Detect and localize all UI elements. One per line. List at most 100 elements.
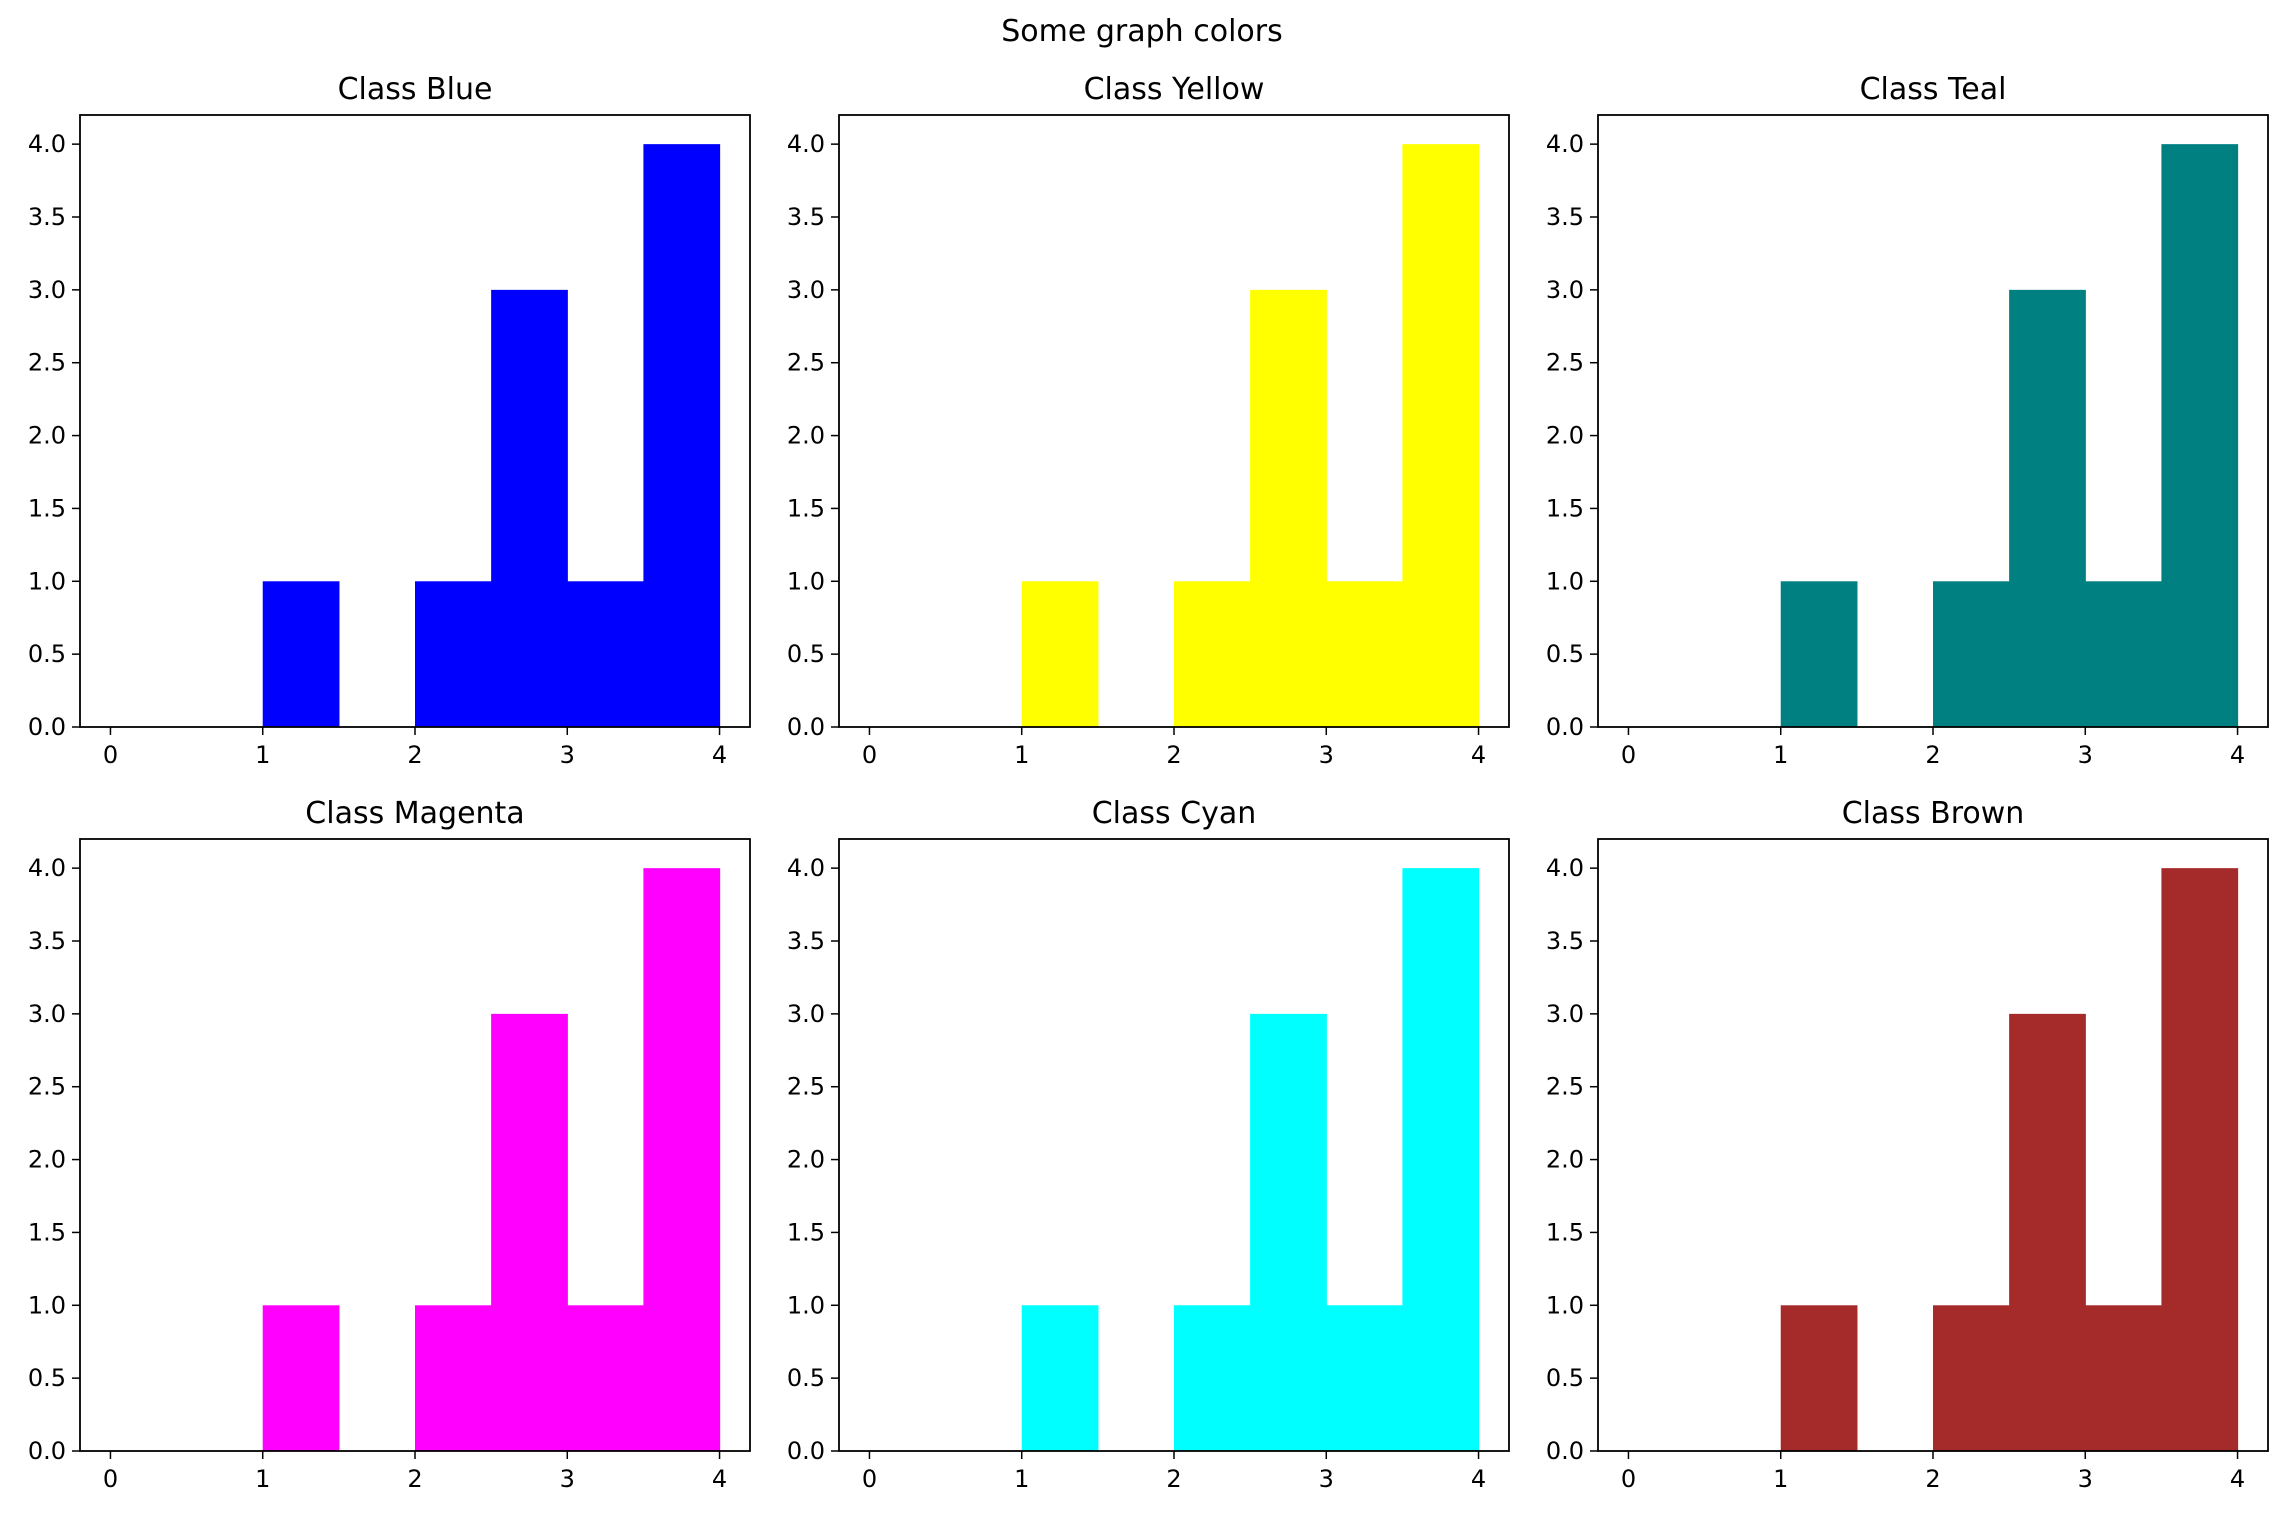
- histogram-bar: [1326, 1305, 1404, 1451]
- y-tick-label: 1.0: [787, 567, 825, 595]
- y-tick-label: 1.5: [787, 1218, 825, 1246]
- x-tick-label: 1: [255, 741, 270, 769]
- subplot-1: Class Yellow 0 1 2 3 4 0.0 0.5 1.0 1.5 2.0 2.5 3.0 3.…: [787, 72, 1510, 769]
- y-tick-label: 4.0: [1546, 854, 1584, 882]
- y-tick-label: 1.0: [787, 1291, 825, 1319]
- x-tick-label: 1: [1773, 1465, 1788, 1493]
- y-tick-label: 2.5: [28, 1073, 66, 1101]
- y-tick-label: 0.0: [28, 1437, 66, 1465]
- y-tick-label: 0.0: [28, 713, 66, 741]
- x-tick-label: 0: [862, 1465, 877, 1493]
- histogram-bar: [1780, 581, 1858, 727]
- y-tick-label: 3.0: [28, 276, 66, 304]
- histogram-bar: [2161, 144, 2239, 728]
- y-tick-label: 4.0: [1546, 130, 1584, 158]
- x-tick-label: 2: [407, 741, 422, 769]
- x-tick-label: 4: [712, 741, 727, 769]
- histogram-bar: [1250, 289, 1327, 727]
- x-tick-label: 0: [103, 741, 118, 769]
- y-tick-label: 4.0: [787, 854, 825, 882]
- histogram-bar: [491, 1013, 568, 1451]
- y-tick-label: 0.5: [1546, 1364, 1584, 1392]
- y-tick-label: 3.5: [28, 927, 66, 955]
- y-tick-label: 0.0: [1546, 713, 1584, 741]
- subplot-0: Class Blue 0 1 2 3 4 0.0 0.5 1.0 1.5 2.0 2.5 3.0 3.5 4…: [28, 72, 751, 769]
- x-tick-label: 1: [1014, 1465, 1029, 1493]
- y-tick-label: 2.0: [1546, 1146, 1584, 1174]
- histogram-bar: [415, 581, 492, 727]
- histogram-bar: [643, 868, 721, 1451]
- y-tick-label: 0.5: [787, 640, 825, 668]
- y-tick-label: 3.5: [1546, 203, 1584, 231]
- x-tick-label: 0: [862, 741, 877, 769]
- histogram-bar: [491, 289, 568, 727]
- x-tick-label: 3: [1319, 741, 1334, 769]
- y-tick-label: 3.0: [1546, 1000, 1584, 1028]
- y-tick-label: 1.0: [1546, 567, 1584, 595]
- histogram-bar: [2161, 868, 2239, 1451]
- x-tick-label: 2: [1166, 741, 1181, 769]
- subplot-title: Class Cyan: [1092, 796, 1257, 831]
- y-tick-label: 2.0: [787, 1146, 825, 1174]
- x-tick-label: 1: [255, 1465, 270, 1493]
- y-tick-label: 3.0: [1546, 276, 1584, 304]
- x-tick-label: 0: [1621, 741, 1636, 769]
- x-tick-label: 3: [2078, 1465, 2093, 1493]
- y-tick-label: 1.0: [1546, 1291, 1584, 1319]
- histogram-bar: [2009, 289, 2086, 727]
- y-tick-label: 3.5: [787, 203, 825, 231]
- histogram-bar: [1174, 581, 1251, 727]
- y-tick-label: 4.0: [28, 854, 66, 882]
- y-tick-label: 1.0: [28, 567, 66, 595]
- histogram-bar: [1933, 1305, 2010, 1451]
- x-tick-label: 0: [1621, 1465, 1636, 1493]
- histogram-bar: [1021, 581, 1099, 727]
- y-tick-label: 2.5: [28, 349, 66, 377]
- x-tick-label: 3: [560, 1465, 575, 1493]
- histogram-bar: [415, 1305, 492, 1451]
- histogram-bar: [2085, 1305, 2163, 1451]
- histogram-bar: [1402, 868, 1480, 1451]
- y-tick-label: 3.0: [787, 276, 825, 304]
- x-tick-label: 2: [1925, 741, 1940, 769]
- x-tick-label: 4: [1471, 741, 1486, 769]
- y-tick-label: 2.0: [1546, 422, 1584, 450]
- y-tick-label: 3.5: [28, 203, 66, 231]
- x-tick-label: 1: [1014, 741, 1029, 769]
- x-tick-label: 2: [1166, 1465, 1181, 1493]
- x-tick-label: 3: [560, 741, 575, 769]
- y-tick-label: 0.5: [28, 1364, 66, 1392]
- y-tick-label: 0.5: [28, 640, 66, 668]
- histogram-bar: [2085, 581, 2163, 727]
- subplot-title: Class Yellow: [1084, 72, 1265, 107]
- subplot-5: Class Brown 0 1 2 3 4 0.0 0.5 1.0 1.5 2.0 2.5 3.0 3.5…: [1546, 796, 2269, 1493]
- subplot-4: Class Cyan 0 1 2 3 4 0.0 0.5 1.0 1.5 2.0 2.5 3.0 3.5 4…: [787, 796, 1510, 1493]
- histogram-bar: [262, 581, 340, 727]
- y-tick-label: 2.0: [28, 1146, 66, 1174]
- y-tick-label: 0.0: [1546, 1437, 1584, 1465]
- y-tick-label: 3.5: [1546, 927, 1584, 955]
- y-tick-label: 1.0: [28, 1291, 66, 1319]
- y-tick-label: 0.0: [787, 1437, 825, 1465]
- subplot-title: Class Blue: [338, 72, 493, 107]
- figure-title: Some graph colors: [1001, 14, 1282, 49]
- y-tick-label: 2.5: [787, 1073, 825, 1101]
- x-tick-label: 3: [1319, 1465, 1334, 1493]
- subplot-2: Class Teal 0 1 2 3 4 0.0 0.5 1.0 1.5 2.0 2.5 3.0 3.5 4…: [1546, 72, 2269, 769]
- y-tick-label: 2.0: [28, 422, 66, 450]
- histogram-bar: [1402, 144, 1480, 728]
- y-tick-label: 0.5: [1546, 640, 1584, 668]
- x-tick-label: 4: [2230, 741, 2245, 769]
- histogram-bar: [1250, 1013, 1327, 1451]
- histogram-bar: [567, 581, 645, 727]
- histogram-bar: [1780, 1305, 1858, 1451]
- x-tick-label: 3: [2078, 741, 2093, 769]
- x-tick-label: 4: [712, 1465, 727, 1493]
- x-tick-label: 4: [1471, 1465, 1486, 1493]
- y-tick-label: 1.5: [28, 494, 66, 522]
- y-tick-label: 1.5: [1546, 1218, 1584, 1246]
- histogram-bar: [1933, 581, 2010, 727]
- histogram-bar: [2009, 1013, 2086, 1451]
- y-tick-label: 2.5: [1546, 349, 1584, 377]
